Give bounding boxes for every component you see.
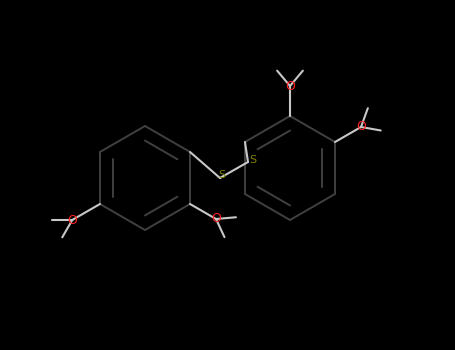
Text: S: S [218,170,226,180]
Text: O: O [67,214,77,226]
Text: O: O [356,120,366,133]
Text: S: S [249,155,257,165]
Text: O: O [211,212,221,225]
Text: O: O [285,79,295,92]
